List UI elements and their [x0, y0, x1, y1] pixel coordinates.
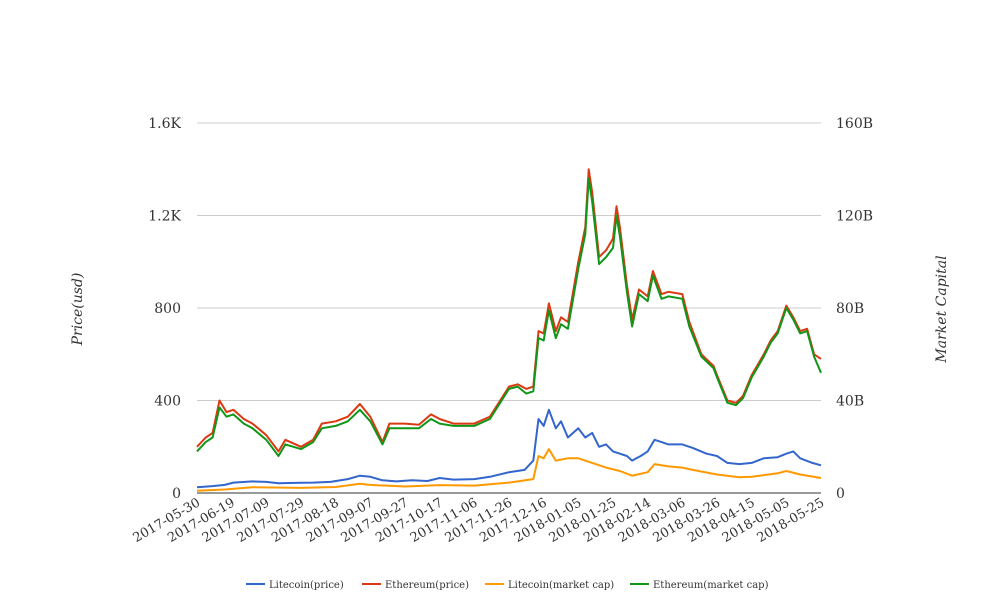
y-right-tick-label: 120B — [836, 209, 873, 225]
y-left-tick-label: 0 — [172, 486, 181, 502]
y-right-tick-label: 80B — [836, 301, 864, 317]
legend-item: Litecoin(price) — [246, 580, 344, 591]
y-right-tick-label: 160B — [836, 116, 873, 132]
legend-item: Ethereum(price) — [362, 580, 469, 591]
y-axis-left-ticks: 0 400 800 1.2K 1.6K — [148, 116, 181, 502]
y-right-tick-label: 0 — [836, 486, 845, 502]
series-line-ethereum-market-cap — [196, 177, 822, 457]
series-line-ethereum-price — [196, 168, 822, 453]
legend-label: Litecoin(price) — [269, 580, 344, 591]
legend: Litecoin(price) Ethereum(price) Litecoin(m… — [246, 580, 769, 591]
legend-label: Litecoin(market cap) — [508, 580, 614, 591]
gridlines — [197, 122, 821, 401]
y-left-tick-label: 1.2K — [148, 209, 181, 225]
series-line-litecoin-market-cap — [196, 448, 822, 492]
y-axis-left-title: Price(usd) — [70, 273, 86, 347]
series-line-litecoin-price — [196, 408, 822, 489]
y-axis-right-title: Market Capital — [934, 255, 950, 363]
legend-label: Ethereum(market cap) — [653, 580, 769, 591]
legend-item: Litecoin(market cap) — [485, 580, 614, 591]
x-axis-ticks: 2017-05-302017-06-192017-07-092017-07-29… — [131, 495, 827, 545]
series-lines — [196, 168, 822, 492]
y-axis-right-ticks: 0 40B 80B 120B 160B — [836, 116, 873, 502]
legend-item: Ethereum(market cap) — [630, 580, 769, 591]
y-left-tick-label: 400 — [154, 394, 181, 410]
y-left-tick-label: 1.6K — [148, 116, 181, 132]
y-left-tick-label: 800 — [154, 301, 181, 317]
y-right-tick-label: 40B — [836, 394, 864, 410]
legend-label: Ethereum(price) — [385, 580, 469, 591]
